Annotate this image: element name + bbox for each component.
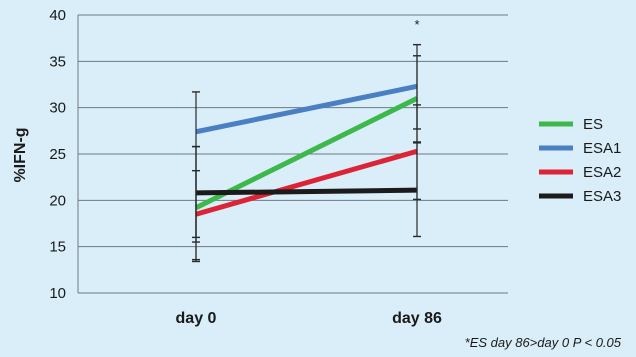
y-axis-label: %IFN-g	[12, 127, 29, 182]
y-tick-label: 10	[49, 285, 66, 302]
y-tick-label: 20	[49, 192, 66, 209]
series-line-es	[194, 96, 419, 210]
axis-layer	[77, 15, 508, 294]
significance-annotation: *	[414, 17, 419, 32]
series-layer	[194, 83, 419, 217]
grid-layer	[78, 14, 508, 248]
text-layer: %IFN-g * *ES day 86>day 0 P < 0.05 10 15 2…	[12, 7, 622, 350]
y-tick-label: 30	[49, 100, 66, 117]
series-line-esa1	[195, 83, 418, 135]
y-tick-label: 40	[49, 7, 66, 24]
legend-label: ESA2	[583, 164, 621, 181]
series-line-esa2	[195, 148, 418, 217]
y-tick-label: 25	[49, 146, 66, 163]
x-tick-label: day 0	[176, 310, 217, 327]
legend-label: ESA1	[583, 140, 621, 157]
series-line-esa3	[195, 187, 418, 196]
legend: ES ESA1 ESA2 ESA3	[539, 116, 621, 205]
legend-label: ESA3	[583, 188, 621, 205]
x-tick-label: day 86	[392, 310, 442, 327]
y-tick-label: 35	[49, 53, 66, 70]
y-tick-label: 15	[49, 239, 66, 256]
legend-label: ES	[583, 116, 603, 133]
footnote: *ES day 86>day 0 P < 0.05	[465, 335, 622, 350]
errorbar-layer	[192, 43, 421, 263]
